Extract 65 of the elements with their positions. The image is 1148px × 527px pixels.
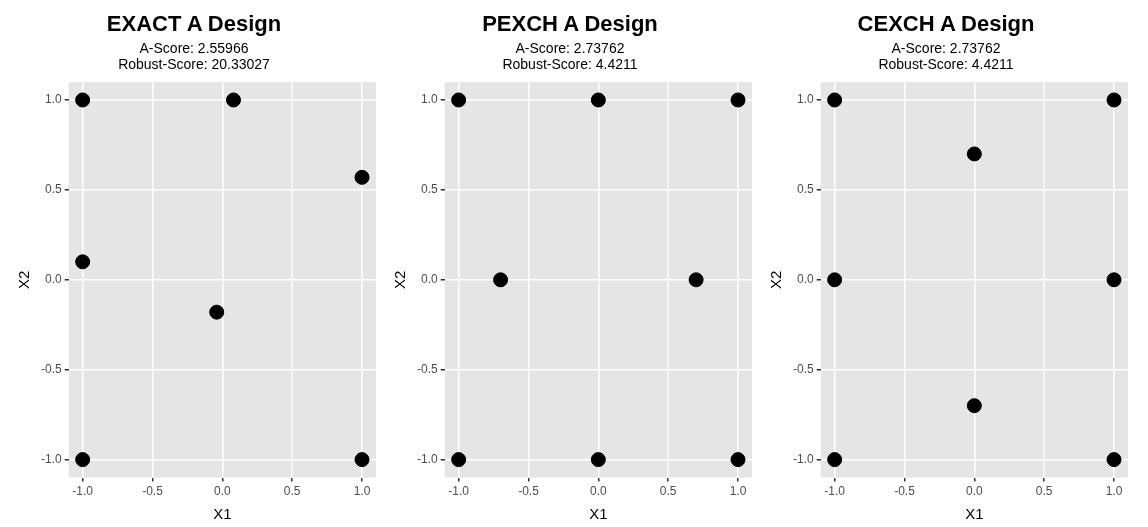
x-tick-label: 0.0 (590, 484, 607, 499)
point (590, 452, 606, 468)
point (226, 92, 242, 108)
point (451, 452, 467, 468)
point (75, 92, 91, 108)
x-tick-label: -1.0 (824, 484, 846, 499)
y-tick-label: 0.0 (44, 272, 62, 287)
x-tick-label: 1.0 (353, 484, 371, 499)
chart-subtitle: A-Score: 2.73762 Robust-Score: 4.4211 (878, 39, 1014, 73)
point (354, 452, 370, 468)
point (1106, 452, 1122, 468)
point (827, 92, 843, 108)
point (75, 254, 91, 270)
x-tick-label: 0.5 (283, 484, 301, 499)
y-axis-title: X2 (391, 270, 409, 289)
x-tick-label: -0.5 (518, 484, 540, 499)
x-tick-label: -0.5 (142, 484, 164, 499)
y-axis-title: X2 (15, 270, 33, 289)
y-tick-label: 0.5 (44, 182, 62, 197)
chart-subtitle: A-Score: 2.73762 Robust-Score: 4.4211 (502, 39, 638, 73)
point (493, 272, 509, 288)
point (966, 398, 982, 414)
x-axis-title: X1 (589, 505, 608, 523)
x-tick-label: -1.0 (72, 484, 94, 499)
y-axis-title: X2 (767, 270, 785, 289)
y-tick-label: 0.0 (420, 272, 438, 287)
chart-subtitle: A-Score: 2.55966 Robust-Score: 20.33027 (118, 39, 271, 73)
x-tick-label: -1.0 (448, 484, 470, 499)
y-tick-label: 1.0 (44, 92, 62, 107)
y-tick-label: 0.5 (796, 182, 814, 197)
point (451, 92, 467, 108)
point (730, 92, 746, 108)
point (1106, 92, 1122, 108)
x-tick-label: 0.5 (1035, 484, 1053, 499)
point (827, 272, 843, 288)
y-tick-label: -1.0 (40, 451, 62, 466)
y-tick-label: -1.0 (416, 451, 438, 466)
x-axis-title: X1 (213, 505, 232, 523)
y-tick-label: -1.0 (792, 451, 814, 466)
point (590, 92, 606, 108)
y-tick-label: 0.0 (796, 272, 814, 287)
point (730, 452, 746, 468)
y-tick-label: 0.5 (420, 182, 438, 197)
chart-title: PEXCH A Design (482, 11, 658, 37)
point (827, 452, 843, 468)
x-tick-label: 0.0 (214, 484, 231, 499)
y-tick-label: -0.5 (40, 362, 62, 377)
x-axis-title: X1 (965, 505, 984, 523)
point (75, 452, 91, 468)
point (354, 169, 370, 185)
x-tick-label: 0.0 (966, 484, 983, 499)
y-tick-label: -0.5 (792, 362, 814, 377)
y-tick-label: 1.0 (796, 92, 814, 107)
x-tick-label: 1.0 (1105, 484, 1123, 499)
y-tick-label: 1.0 (420, 92, 438, 107)
x-tick-label: -0.5 (894, 484, 916, 499)
point (966, 146, 982, 162)
chart-title: CEXCH A Design (857, 11, 1035, 37)
chart-title: EXACT A Design (106, 11, 282, 37)
y-tick-label: -0.5 (416, 362, 438, 377)
point (688, 272, 704, 288)
x-tick-label: 0.5 (659, 484, 677, 499)
point (209, 304, 225, 320)
x-tick-label: 1.0 (729, 484, 747, 499)
point (1106, 272, 1122, 288)
